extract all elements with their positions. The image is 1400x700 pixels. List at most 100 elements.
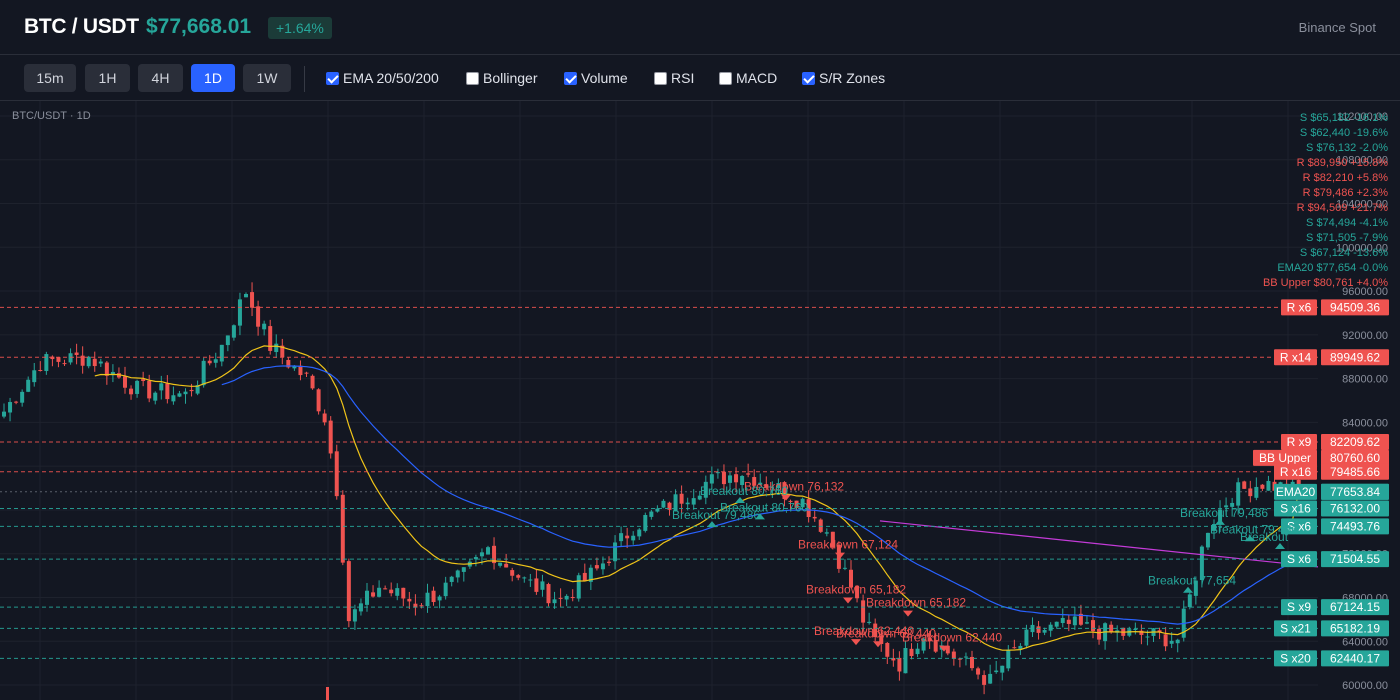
price-tag-bg xyxy=(1321,650,1389,667)
level-tag-label: R x16 xyxy=(1280,465,1312,479)
candle-down xyxy=(764,484,769,488)
candle-up xyxy=(1199,546,1204,581)
level-tag-bg xyxy=(1274,349,1317,366)
chart-canvas[interactable]: 112000.00 108000.00 104000.00 100000.00 9600… xyxy=(0,101,1400,700)
candle-down xyxy=(298,365,303,376)
candle-down xyxy=(50,356,55,360)
breakout-arrow-icon xyxy=(1245,535,1255,542)
candle-up xyxy=(213,359,218,363)
candle-up xyxy=(177,393,182,397)
breakout-label: Breakout 77,654 xyxy=(1148,574,1236,588)
level-tag-bg xyxy=(1281,599,1317,616)
timeframe-1h-button[interactable]: 1H xyxy=(85,64,130,92)
bollinger-toggle[interactable]: Bollinger xyxy=(466,69,537,87)
candle-down xyxy=(558,597,563,599)
candle-down xyxy=(879,635,884,645)
candle-up xyxy=(1169,640,1174,644)
candle-up xyxy=(770,489,775,491)
candle-down xyxy=(1260,484,1265,489)
candle-down xyxy=(734,474,739,483)
candle-up xyxy=(377,587,382,597)
level-legend-item: R $82,210 +5.8% xyxy=(1303,172,1389,184)
level-tag-label: S x16 xyxy=(1280,501,1311,515)
candle-down xyxy=(104,362,109,376)
candle-down xyxy=(328,420,333,454)
candle-down xyxy=(897,657,902,672)
level-legend-item: R $94,509 +21.7% xyxy=(1297,202,1389,214)
candle-up xyxy=(867,621,872,623)
candle-down xyxy=(250,292,255,308)
breakout-label: Breakout 79,486 xyxy=(1210,522,1298,536)
rsi-toggle[interactable]: RSI xyxy=(654,69,694,87)
breakout-arrow-icon xyxy=(1183,586,1193,593)
candle-down xyxy=(782,482,787,500)
level-legend-item: S $71,505 -7.9% xyxy=(1306,232,1388,244)
candle-up xyxy=(225,335,230,346)
candle-up xyxy=(1193,580,1198,596)
bollinger-checkbox[interactable] xyxy=(466,72,479,85)
breakout-label: Breakout 79,486 xyxy=(1180,506,1268,520)
macd-checkbox[interactable] xyxy=(719,72,732,85)
bollinger-toggle-label: Bollinger xyxy=(483,70,538,86)
price-chart[interactable]: 112000.00 108000.00 104000.00 100000.00 9600… xyxy=(0,101,1400,700)
candle-down xyxy=(546,584,551,604)
ema-checkbox[interactable] xyxy=(326,72,339,85)
candle-down xyxy=(516,575,521,578)
candle-down xyxy=(56,357,61,362)
ema-toggle-label: EMA 20/50/200 xyxy=(343,70,439,86)
volume-toggle[interactable]: Volume xyxy=(564,69,628,87)
level-legend-item: S $74,494 -4.1% xyxy=(1306,217,1388,229)
candle-up xyxy=(655,508,660,512)
candle-up xyxy=(988,673,993,684)
candle-up xyxy=(1236,482,1241,506)
y-tick-label: 112000.00 xyxy=(1337,111,1388,123)
rsi-toggle-label: RSI xyxy=(671,70,695,86)
rsi-checkbox[interactable] xyxy=(654,72,667,85)
level-tag-label: EMA20 xyxy=(1276,485,1316,499)
y-tick-label: 64000.00 xyxy=(1342,636,1388,648)
candle-down xyxy=(933,640,938,652)
sr-zones-toggle[interactable]: S/R Zones xyxy=(802,69,885,87)
candle-down xyxy=(492,545,497,564)
macd-toggle[interactable]: MACD xyxy=(719,69,777,87)
candle-up xyxy=(576,575,581,599)
candle-up xyxy=(691,498,696,505)
candle-up xyxy=(1218,509,1223,524)
candle-up xyxy=(449,576,454,582)
breakout-arrow-icon xyxy=(755,513,765,520)
candle-up xyxy=(600,563,605,570)
candle-up xyxy=(994,670,999,673)
timeframe-1d-button[interactable]: 1D xyxy=(191,64,235,92)
candle-up xyxy=(1224,505,1229,508)
timeframe-4h-button[interactable]: 4H xyxy=(138,64,183,92)
volume-checkbox[interactable] xyxy=(564,72,577,85)
breakout-label: Breakout 79,486 xyxy=(672,508,760,522)
breakdown-label: Breakdown 62,440 xyxy=(836,626,936,640)
y-tick-label: 104000.00 xyxy=(1336,199,1388,211)
y-tick-label: 108000.00 xyxy=(1336,155,1388,167)
timeframe-15m-button[interactable]: 15m xyxy=(24,64,76,92)
pair-title: BTC / USDT xyxy=(24,15,139,38)
candle-up xyxy=(824,532,829,534)
candle-down xyxy=(1066,619,1071,624)
level-legend-item: S $67,124 -13.6% xyxy=(1300,247,1388,259)
level-tag-label: R x14 xyxy=(1280,350,1312,364)
candle-up xyxy=(292,365,297,369)
ema-toggle[interactable]: EMA 20/50/200 xyxy=(326,69,439,87)
candle-down xyxy=(788,500,793,502)
candle-down xyxy=(401,587,406,599)
price-tag-value: 79485.66 xyxy=(1330,465,1380,479)
candle-up xyxy=(171,395,176,402)
candle-down xyxy=(147,380,152,399)
ema20-line xyxy=(94,345,1300,651)
breakout-label: Breakout xyxy=(1240,530,1289,544)
sr-zones-checkbox[interactable] xyxy=(802,72,815,85)
price-tag-bg xyxy=(1321,449,1389,466)
candle-down xyxy=(818,519,823,532)
level-tag-label: BB Upper xyxy=(1259,451,1311,465)
candle-up xyxy=(915,648,920,655)
candle-up xyxy=(32,370,37,383)
price-tag-bg xyxy=(1321,349,1389,366)
candle-down xyxy=(207,360,212,364)
timeframe-1w-button[interactable]: 1W xyxy=(243,64,291,92)
